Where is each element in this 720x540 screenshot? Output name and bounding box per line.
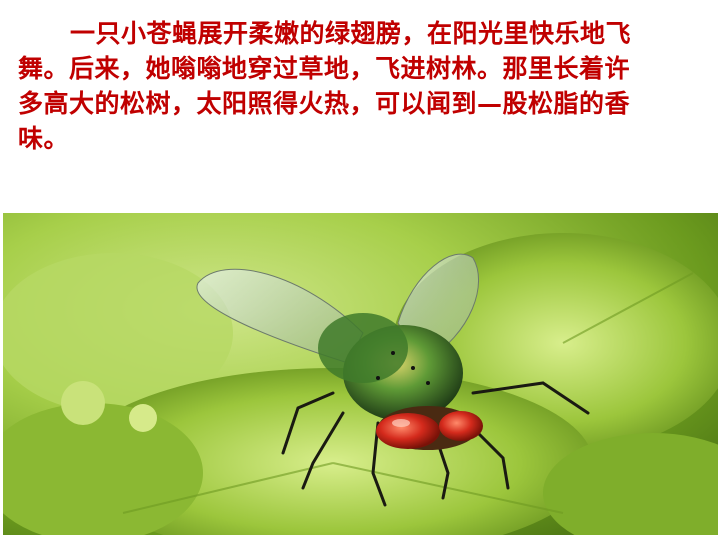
eye-highlight bbox=[392, 419, 410, 427]
fly-bristle bbox=[391, 351, 395, 355]
fly-photo bbox=[3, 213, 718, 535]
leaf-vein bbox=[122, 272, 694, 514]
passage-line-2: 舞。后来，她嗡嗡地穿过草地，飞进树林。那里长着许 bbox=[18, 54, 631, 83]
leaf-shape bbox=[543, 433, 718, 535]
fly-bristle bbox=[411, 366, 415, 370]
fly-left-eye bbox=[376, 413, 440, 449]
leaf-shape bbox=[3, 403, 203, 535]
fly-right-eye bbox=[439, 411, 483, 441]
fly-bristle bbox=[426, 381, 430, 385]
passage-line-3: 多高大的松树，太阳照得火热，可以闻到—股松脂的香 bbox=[18, 89, 631, 118]
fly-bristle bbox=[376, 376, 380, 380]
flower-bud bbox=[61, 381, 105, 425]
passage-line-1: 一只小苍蝇展开柔嫩的绿翅膀，在阳光里快乐地飞 bbox=[70, 19, 632, 48]
flower-bud bbox=[129, 404, 157, 432]
story-passage: 一只小苍蝇展开柔嫩的绿翅膀，在阳光里快乐地飞 舞。后来，她嗡嗡地穿过草地，飞进树… bbox=[18, 16, 694, 156]
fly-abdomen bbox=[318, 313, 408, 383]
green-fly-on-leaf-icon bbox=[3, 233, 718, 535]
leaf-shape bbox=[3, 253, 233, 413]
passage-line-4: 味。 bbox=[18, 124, 70, 153]
